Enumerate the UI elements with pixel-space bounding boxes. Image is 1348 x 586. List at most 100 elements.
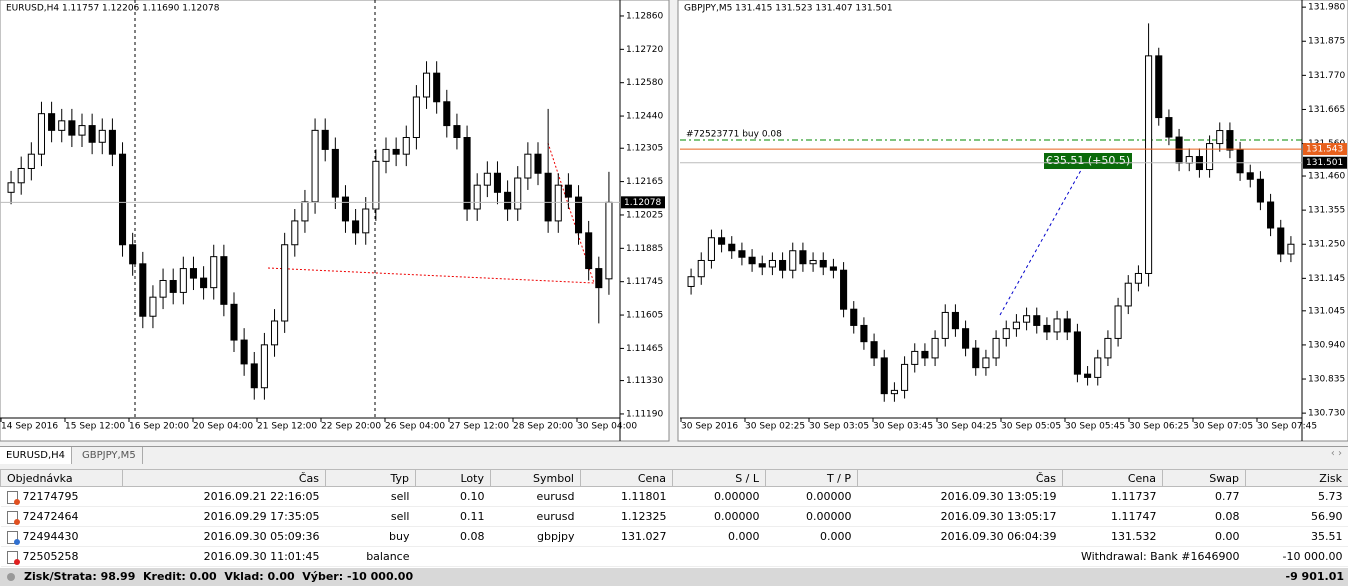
candle-body (493, 172, 502, 193)
cell: sell (325, 486, 416, 507)
x-tick-label: 22 Sep 20:00 (321, 422, 381, 432)
tab[interactable]: GBPJPY,M5 (76, 447, 143, 464)
y-tick-label: 131.770 (1308, 71, 1345, 81)
candle-body (992, 337, 1000, 359)
y-tick-label: 1.12580 (626, 78, 663, 88)
cell: eurusd (490, 486, 581, 507)
candle-body (870, 341, 878, 359)
candle-body (200, 277, 208, 289)
candle-body (230, 303, 238, 341)
x-tick-label: 21 Sep 12:00 (257, 422, 317, 432)
candle-body (1134, 272, 1142, 284)
cell: 131.532 (1062, 526, 1163, 547)
cell: 0.10 (415, 486, 491, 507)
candle-body (931, 337, 939, 359)
cell: 0.00000 (765, 486, 858, 507)
candle-body (118, 153, 127, 246)
trade-row: 72174795 2016.09.21 22:16:05 sell 0.10 eurus… (0, 486, 1348, 507)
candle-body (1124, 282, 1132, 307)
x-tick-label: 15 Sep 12:00 (65, 422, 125, 432)
candle-body (1165, 117, 1173, 138)
candle-body (972, 347, 980, 369)
candle-body (240, 339, 248, 365)
x-tick-label: 26 Sep 04:00 (385, 422, 445, 432)
price-tag (621, 196, 665, 209)
column-header: S / L (672, 469, 766, 487)
candle-body (962, 328, 970, 349)
y-tick-label: 1.11605 (626, 311, 663, 321)
column-header: T / P (765, 469, 858, 487)
y-tick-label: 1.11885 (626, 244, 663, 254)
candle-body (1043, 324, 1051, 333)
column-header: Loty (415, 469, 491, 487)
candle-body (27, 153, 35, 169)
chart-header: EURUSD,H4 1.11757 1.12206 1.11690 1.1207… (6, 4, 220, 14)
candle-body (1145, 55, 1153, 274)
candle-body (1185, 156, 1193, 164)
x-tick-label: 16 Sep 20:00 (129, 422, 189, 432)
candle-body (179, 268, 187, 293)
candle-body (707, 237, 715, 261)
cell: 2016.09.30 13:05:17 (857, 506, 1063, 527)
candle-body (921, 350, 929, 359)
trade-row: 72494430 2016.09.30 05:09:36 buy 0.08 gbpjpy… (0, 526, 1348, 547)
candle-body (1104, 337, 1112, 359)
price-tag-text: 131.543 (1306, 145, 1343, 155)
cell: balance (325, 546, 416, 567)
cell: 5.73 (1245, 486, 1348, 507)
candle-body (728, 243, 736, 252)
candle-body (149, 296, 157, 317)
candle-body (433, 72, 441, 103)
y-tick-label: 131.045 (1308, 306, 1345, 316)
candle-body (554, 184, 562, 222)
candle-body (1114, 305, 1122, 339)
candle-body (504, 191, 512, 210)
y-tick-label: 131.665 (1308, 105, 1345, 115)
candle-body (1073, 331, 1081, 375)
trade-row: 72505258 2016.09.30 11:01:45 balance Withdr… (0, 546, 1348, 567)
tab[interactable]: EURUSD,H4 (0, 447, 73, 464)
row-icon (6, 511, 20, 525)
x-tick-label: 30 Sep 2016 (681, 422, 738, 432)
candle-body (718, 237, 726, 245)
cell: 0.08 (1162, 506, 1246, 527)
candle-body (189, 268, 198, 279)
cell: 2016.09.21 22:16:05 (122, 486, 326, 507)
candle-body (1084, 373, 1092, 378)
x-tick-label: 30 Sep 05:05 (1001, 422, 1061, 432)
row-icon (6, 551, 20, 565)
trade-line (999, 162, 1086, 316)
status-icon (7, 573, 15, 581)
price-tag-text: 131.501 (1306, 158, 1343, 168)
cell: eurusd (490, 506, 581, 527)
y-tick-label: 1.11465 (626, 344, 663, 354)
candle-body (880, 357, 888, 395)
candle-body (260, 344, 268, 389)
candle-body (88, 125, 96, 143)
candle-body (1094, 357, 1102, 378)
candle-body (840, 269, 848, 310)
tab-scroll[interactable]: ‹ › (1330, 448, 1342, 459)
cell: 2016.09.30 06:04:39 (857, 526, 1063, 547)
candle-body (392, 148, 400, 155)
y-tick-label: 131.355 (1308, 206, 1345, 216)
price-tag (1303, 143, 1347, 156)
cell: 0.00000 (765, 506, 858, 527)
candle-body (544, 172, 552, 222)
cell: gbpjpy (490, 526, 581, 547)
candle-body (321, 129, 329, 150)
cell: 0.000 (765, 526, 858, 547)
y-tick-label: 1.12860 (626, 11, 663, 21)
candle-body (311, 129, 319, 203)
candle-body (301, 201, 309, 222)
x-tick-label: 30 Sep 05:45 (1065, 422, 1125, 432)
y-tick-label: 1.11190 (626, 409, 663, 419)
x-tick-label: 30 Sep 03:45 (873, 422, 933, 432)
candle-body (1236, 149, 1244, 174)
candle-body (129, 244, 137, 265)
candle-body (799, 250, 807, 265)
summary-bar: Zisk/Strata: 98.99 Kredit: 0.00 Vklad: 0… (0, 568, 1348, 586)
x-tick-label: 30 Sep 06:25 (1129, 422, 1189, 432)
